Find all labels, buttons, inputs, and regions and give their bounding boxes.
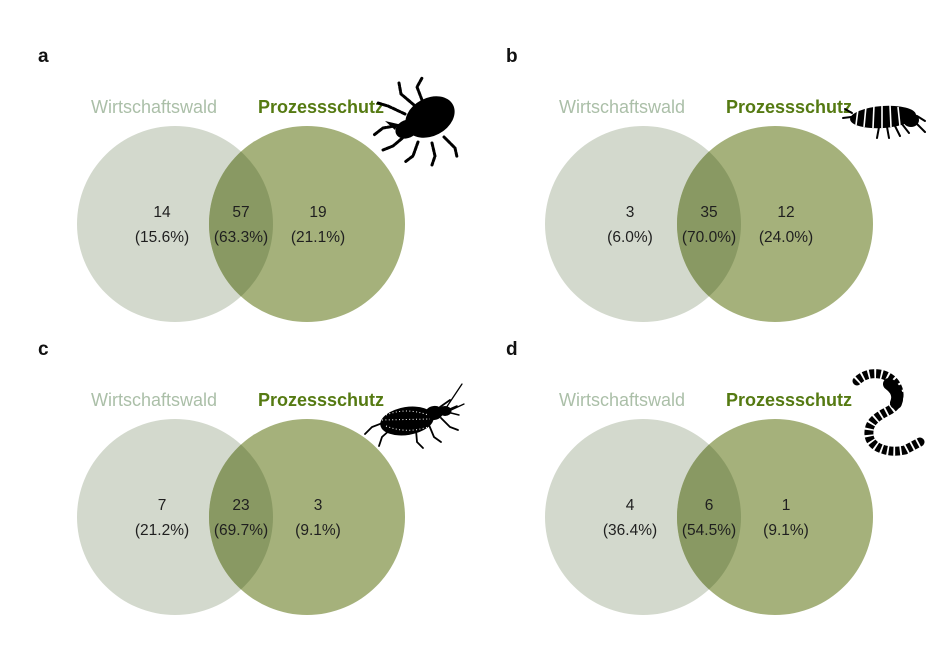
left-count: 3 (626, 204, 635, 221)
beetle-elytra (380, 406, 434, 436)
worm-clitellum (883, 378, 904, 409)
right-count: 12 (777, 204, 794, 221)
overlap-region (677, 126, 741, 322)
overlap-percent: (70.0%) (682, 229, 736, 246)
venn-panel-b: b Wirtschaftswald Prozessschutz 3 (6.0%)… (498, 30, 935, 323)
springtail-icon (842, 104, 926, 139)
beetle-pronotum (425, 405, 443, 421)
overlap-region (209, 419, 273, 615)
beetle-elytra-texture (381, 410, 431, 431)
left-percent: (36.4%) (603, 522, 657, 539)
overlap-region (209, 126, 273, 322)
right-percent: (21.1%) (291, 229, 345, 246)
left-percent: (6.0%) (607, 229, 653, 246)
mite-snout (385, 121, 398, 130)
venn-values: 3 (6.0%) 35 (70.0%) 12 (24.0%) (607, 204, 813, 246)
right-set-label: Prozessschutz (258, 390, 384, 410)
venn-svg-b: b Wirtschaftswald Prozessschutz 3 (6.0%)… (506, 46, 926, 322)
venn-svg-a: a Wirtschaftswald Prozessschutz 14 (15.6… (38, 46, 459, 322)
left-set-label: Wirtschaftswald (91, 390, 217, 410)
worm-segments (853, 369, 923, 456)
venn-panel-c: c Wirtschaftswald Prozessschutz 7 (21.2%… (30, 323, 467, 616)
venn-values: 4 (36.4%) 6 (54.5%) 1 (9.1%) (603, 497, 809, 539)
left-count: 4 (626, 497, 635, 514)
mite-legs (372, 76, 459, 167)
right-set-label: Prozessschutz (726, 97, 852, 117)
overlap-count: 23 (232, 497, 249, 514)
overlap-region (677, 419, 741, 615)
left-set-label: Wirtschaftswald (559, 390, 685, 410)
left-count: 7 (158, 497, 167, 514)
springtail-segments (855, 104, 901, 129)
right-percent: (9.1%) (295, 522, 341, 539)
left-percent: (15.6%) (135, 229, 189, 246)
panel-letter: b (506, 46, 518, 67)
left-percent: (21.2%) (135, 522, 189, 539)
overlap-percent: (63.3%) (214, 229, 268, 246)
panel-letter: a (38, 46, 49, 67)
ground-beetle-icon (364, 383, 465, 449)
overlap-percent: (69.7%) (214, 522, 268, 539)
left-set-label: Wirtschaftswald (559, 97, 685, 117)
venn-values: 7 (21.2%) 23 (69.7%) 3 (9.1%) (135, 497, 341, 539)
right-count: 3 (314, 497, 323, 514)
right-percent: (24.0%) (759, 229, 813, 246)
earthworm-icon (852, 369, 925, 456)
right-count: 1 (782, 497, 791, 514)
mite-icon (372, 76, 459, 167)
left-count: 14 (153, 204, 171, 221)
springtail-legs-antennae (842, 108, 926, 139)
right-set-label: Prozessschutz (258, 97, 384, 117)
overlap-count: 6 (705, 497, 714, 514)
springtail-head (903, 113, 919, 127)
overlap-count: 35 (700, 204, 717, 221)
right-percent: (9.1%) (763, 522, 809, 539)
right-count: 19 (309, 204, 326, 221)
mite-head (395, 119, 419, 139)
overlap-count: 57 (232, 204, 249, 221)
venn-svg-c: c Wirtschaftswald Prozessschutz 7 (21.2%… (38, 339, 465, 615)
venn-panel-a: a Wirtschaftswald Prozessschutz 14 (15.6… (30, 30, 467, 323)
overlap-percent: (54.5%) (682, 522, 736, 539)
panel-letter: d (506, 339, 518, 360)
venn-values: 14 (15.6%) 57 (63.3%) 19 (21.1%) (135, 204, 345, 246)
left-set-label: Wirtschaftswald (91, 97, 217, 117)
venn-panel-d: d Wirtschaftswald Prozessschutz 4 (36.4%… (498, 323, 935, 616)
venn-svg-d: d Wirtschaftswald Prozessschutz 4 (36.4%… (506, 339, 925, 615)
beetle-head (438, 406, 452, 416)
panel-letter: c (38, 339, 49, 360)
right-set-label: Prozessschutz (726, 390, 852, 410)
